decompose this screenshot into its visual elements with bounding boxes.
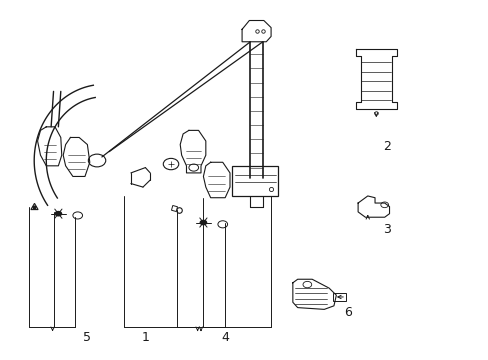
Text: 3: 3 (383, 223, 390, 236)
Text: 1: 1 (141, 331, 149, 344)
Text: 5: 5 (83, 331, 91, 344)
Text: 4: 4 (221, 331, 229, 344)
Text: 6: 6 (344, 306, 352, 319)
Text: 2: 2 (383, 140, 390, 153)
Circle shape (54, 211, 62, 216)
FancyBboxPatch shape (232, 166, 278, 196)
Circle shape (199, 220, 207, 225)
FancyBboxPatch shape (332, 293, 345, 301)
